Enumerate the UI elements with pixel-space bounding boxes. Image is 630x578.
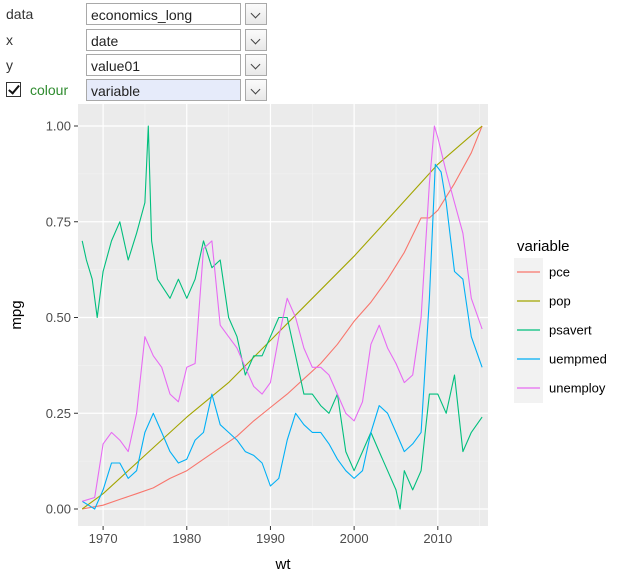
chevron-down-icon — [250, 84, 261, 95]
y-control-row: y value01 — [0, 54, 270, 78]
series-line-unemploy — [82, 125, 483, 502]
legend-label: uempmed — [549, 352, 607, 367]
legend-label: psavert — [549, 323, 592, 338]
y-select-value: value01 — [91, 58, 141, 74]
series-line-uempmed — [81, 163, 483, 510]
x-tick-label: 1980 — [172, 531, 201, 546]
data-label: data — [6, 6, 34, 22]
x-axis-title: wt — [275, 556, 292, 573]
legend-title: variable — [517, 238, 570, 255]
colour-select[interactable]: variable — [86, 79, 241, 101]
colour-label: colour — [30, 82, 69, 98]
y-tick-label: 0.75 — [46, 214, 71, 229]
legend-label: pce — [549, 265, 570, 280]
data-select-value: economics_long — [91, 7, 193, 23]
y-tick-label: 0.25 — [46, 406, 71, 421]
data-select[interactable]: economics_long — [86, 3, 241, 25]
colour-select-value: variable — [91, 83, 141, 99]
y-tick-label: 0.50 — [46, 310, 71, 325]
x-label: x — [6, 32, 13, 48]
series-line-psavert — [81, 125, 483, 510]
x-tick-label: 2000 — [340, 531, 369, 546]
chevron-down-icon — [250, 59, 261, 70]
legend-label: unemploy — [549, 381, 606, 396]
data-control-row: data economics_long — [0, 3, 270, 27]
series-line-pop — [81, 125, 483, 510]
y-label: y — [6, 57, 13, 73]
colour-dropdown-button[interactable] — [245, 79, 267, 101]
x-tick-label: 1970 — [89, 531, 118, 546]
legend-label: pop — [549, 294, 571, 309]
data-dropdown-button[interactable] — [245, 3, 267, 25]
colour-checkbox[interactable] — [6, 82, 21, 97]
x-control-row: x date — [0, 29, 270, 53]
y-tick-label: 0.00 — [46, 502, 71, 517]
y-tick-label: 1.00 — [46, 119, 71, 134]
x-select-value: date — [91, 33, 119, 49]
x-select[interactable]: date — [86, 29, 241, 51]
y-select[interactable]: value01 — [86, 54, 241, 76]
x-tick-label: 1990 — [256, 531, 285, 546]
chevron-down-icon — [250, 8, 261, 19]
x-tick-label: 2010 — [423, 531, 452, 546]
x-dropdown-button[interactable] — [245, 29, 267, 51]
chevron-down-icon — [250, 34, 261, 45]
colour-control-row: colour variable — [0, 79, 270, 103]
line-chart: 0.00 0.25 0.50 0.75 1.00 1970 1980 1990 2000 2010… — [8, 104, 607, 573]
series-line-pce — [82, 125, 483, 510]
y-dropdown-button[interactable] — [245, 54, 267, 76]
y-axis-title: mpg — [8, 300, 25, 329]
